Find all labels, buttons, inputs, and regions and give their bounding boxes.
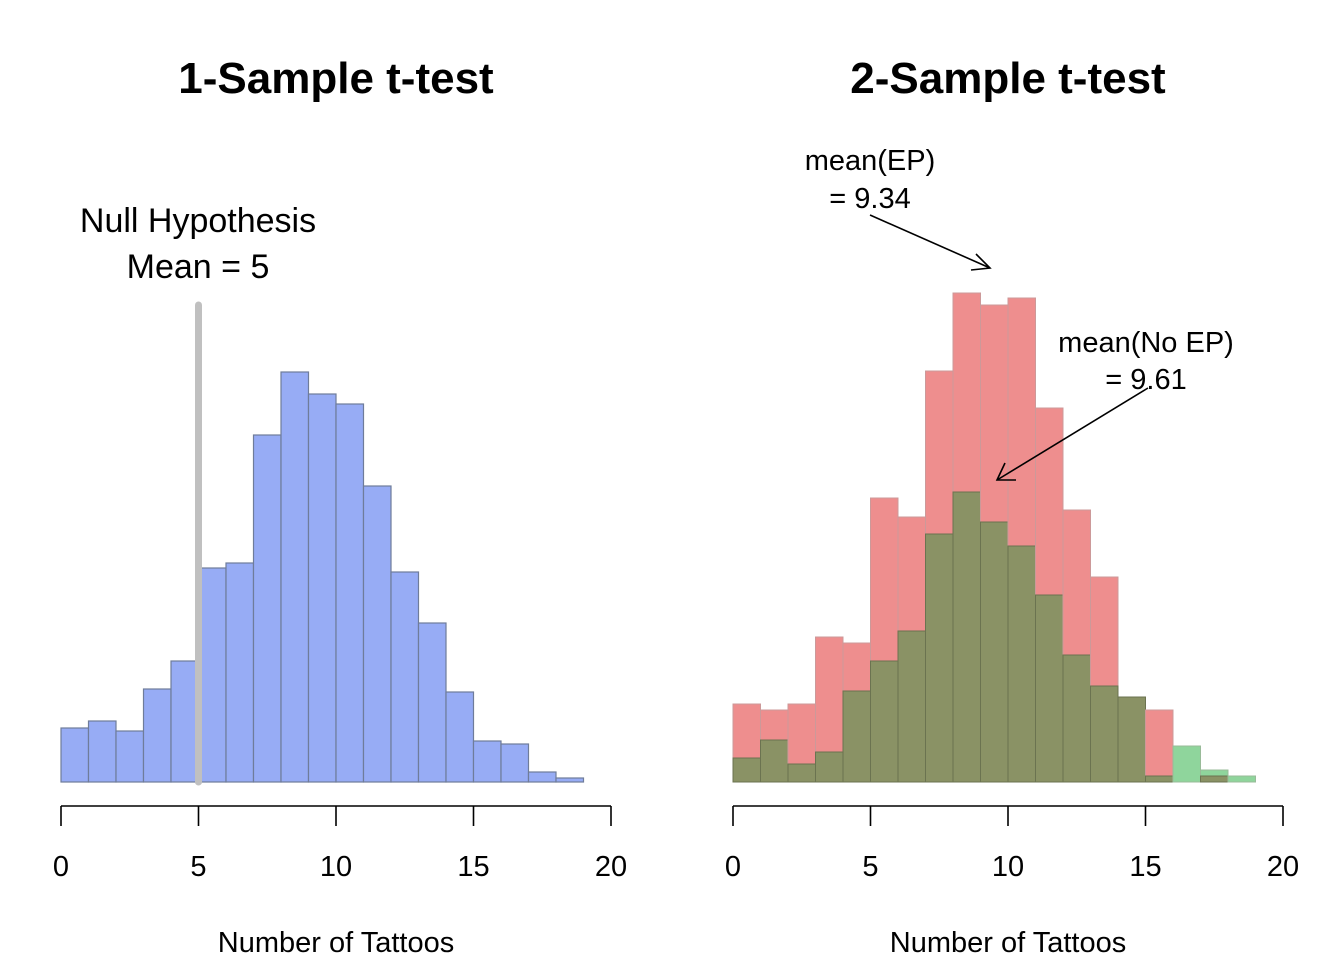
left-x-axis: 0 5 10 15 20 [53, 805, 627, 883]
bar-overlap [1062, 654, 1091, 783]
bar-overlap [732, 757, 761, 783]
bar [197, 567, 227, 783]
bar-no-ep [1172, 745, 1201, 783]
bar [225, 562, 255, 783]
bar-overlap [1007, 545, 1036, 783]
right-histogram [732, 292, 1256, 783]
bar [280, 371, 310, 783]
tick-label: 10 [320, 851, 352, 883]
bar-overlap [842, 690, 871, 783]
bar-overlap [760, 739, 789, 783]
bar [527, 771, 557, 783]
bar-overlap [925, 533, 954, 783]
bar [142, 688, 172, 783]
null-annotation-line1: Null Hypothesis [80, 202, 316, 240]
left-title: 1-Sample t-test [178, 54, 494, 103]
left-histogram [60, 371, 585, 783]
left-xlabel: Number of Tattoos [218, 927, 454, 959]
bar [472, 740, 502, 783]
bar-no-ep [1227, 775, 1256, 783]
null-annotation-line2: Mean = 5 [127, 248, 270, 286]
bar-overlap [815, 751, 844, 783]
right-x-axis: 0 5 10 15 20 [725, 805, 1299, 883]
bar-overlap [1090, 685, 1119, 783]
bar-overlap [952, 491, 981, 783]
bar [417, 622, 447, 783]
bar-overlap [897, 630, 926, 783]
bar [170, 660, 200, 783]
bar [115, 730, 145, 783]
bar-overlap [1117, 696, 1146, 783]
bar [362, 485, 392, 783]
bar [307, 393, 337, 783]
bar-overlap [1145, 775, 1174, 783]
bar [87, 720, 117, 783]
tick-label: 0 [53, 851, 69, 883]
right-title: 2-Sample t-test [850, 54, 1166, 103]
tick-label: 5 [190, 851, 206, 883]
bar-overlap [980, 521, 1009, 783]
bar-overlap [787, 763, 816, 783]
noep-annotation-line1: mean(No EP) [1058, 327, 1234, 359]
noep-arrow [995, 387, 1149, 481]
ep-annotation-line1: mean(EP) [805, 145, 936, 177]
bar [500, 743, 530, 783]
bar-overlap [870, 660, 899, 783]
bar-overlap [1035, 594, 1064, 783]
bar [252, 434, 282, 783]
bar [60, 727, 90, 783]
tick-label: 10 [992, 851, 1024, 883]
tick-label: 20 [1267, 851, 1299, 883]
bar [335, 403, 365, 783]
tick-label: 0 [725, 851, 741, 883]
ep-annotation-line2: = 9.34 [829, 183, 910, 215]
bar [390, 571, 420, 783]
bar [445, 691, 475, 783]
noep-annotation-line2: = 9.61 [1105, 364, 1186, 396]
bar [555, 777, 585, 783]
tick-label: 20 [595, 851, 627, 883]
tick-label: 15 [1129, 851, 1161, 883]
bar-overlap [1200, 775, 1229, 783]
right-xlabel: Number of Tattoos [890, 927, 1126, 959]
tick-label: 5 [862, 851, 878, 883]
tick-label: 15 [457, 851, 489, 883]
ep-arrow [869, 214, 992, 271]
bar-ep [1145, 709, 1174, 783]
